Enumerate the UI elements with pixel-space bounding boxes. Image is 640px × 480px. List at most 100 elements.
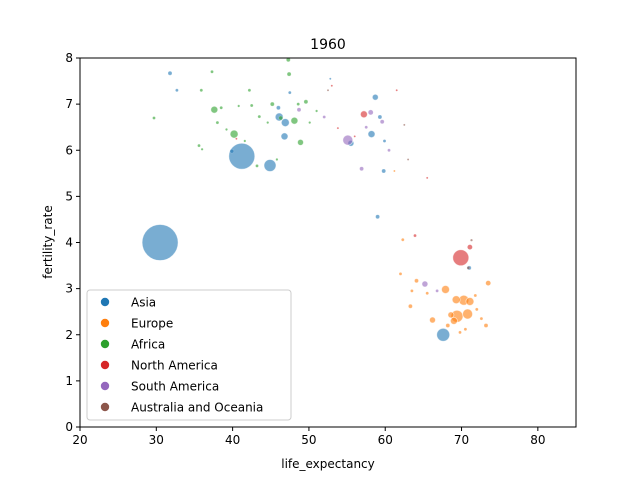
data-point [466, 266, 471, 270]
x-axis-label: life_expectancy [281, 457, 375, 471]
y-tick-label: 0 [65, 420, 73, 434]
data-point [403, 123, 406, 127]
data-point [449, 316, 458, 325]
legend-frame [86, 289, 292, 421]
data-point [276, 105, 281, 110]
series-europe [393, 169, 491, 335]
data-point [463, 327, 468, 331]
data-point [229, 129, 239, 139]
data-point [342, 134, 354, 146]
data-point [380, 119, 385, 124]
data-point [243, 139, 247, 143]
data-point [219, 106, 223, 110]
x-tick-label: 20 [72, 433, 87, 447]
data-point [447, 311, 455, 319]
data-point [290, 116, 299, 125]
legend-label: South America [131, 380, 219, 394]
y-axis-label: fertility_rate [41, 205, 55, 278]
series-africa [152, 58, 318, 168]
data-point [270, 101, 275, 107]
data-point [410, 289, 414, 293]
x-tick-label: 70 [454, 433, 469, 447]
data-point [263, 159, 277, 172]
x-tick-label: 80 [530, 433, 545, 447]
data-point [473, 293, 477, 298]
x-tick-labels: 20 30 40 50 60 70 80 [72, 427, 545, 447]
data-point [280, 132, 289, 141]
data-point [286, 58, 291, 62]
data-point [414, 278, 419, 283]
data-point [237, 104, 241, 108]
data-point [435, 289, 439, 293]
data-point [322, 115, 326, 119]
x-tick-label: 30 [149, 433, 164, 447]
y-tick-label: 1 [65, 374, 73, 388]
data-point [266, 121, 270, 124]
data-point [413, 233, 417, 238]
data-point [235, 137, 238, 140]
data-point [215, 120, 220, 125]
data-point [367, 130, 376, 139]
data-point [286, 71, 292, 77]
data-point [353, 135, 356, 138]
data-point [465, 297, 475, 306]
data-point [141, 224, 179, 261]
legend-label: North America [131, 359, 218, 373]
legend-marker [100, 297, 110, 307]
data-point [297, 138, 304, 146]
data-point [458, 330, 462, 335]
data-point [368, 109, 374, 116]
series-south-america [296, 107, 439, 293]
y-tick-label: 6 [65, 143, 73, 157]
y-tick-label: 5 [65, 189, 73, 203]
data-point [483, 323, 489, 328]
y-tick-label: 7 [65, 97, 73, 111]
legend-label: Europe [131, 317, 173, 331]
data-point [371, 93, 379, 101]
legend-marker [100, 339, 110, 349]
data-point [393, 169, 396, 173]
data-point [229, 149, 235, 154]
legend-marker [100, 360, 110, 370]
data-point [382, 139, 387, 143]
data-point [336, 126, 340, 130]
data-point [475, 307, 479, 312]
plot-area [141, 58, 491, 342]
series-australia-and-oceania [326, 89, 473, 270]
data-point [315, 109, 318, 113]
data-point [199, 88, 203, 92]
data-point [197, 143, 201, 148]
data-point [326, 89, 330, 92]
data-point [210, 105, 219, 114]
data-point [247, 88, 252, 92]
data-point [210, 70, 214, 74]
data-point [152, 116, 156, 120]
data-point [228, 142, 256, 170]
data-point [421, 280, 429, 288]
data-point [359, 110, 368, 119]
data-point [398, 272, 403, 276]
data-point [467, 244, 473, 250]
y-tick-labels: 0 1 2 3 4 5 6 7 8 [65, 51, 80, 434]
data-point [225, 128, 228, 131]
plot-frame [79, 57, 577, 428]
legend-marker [100, 381, 110, 391]
data-point [308, 121, 312, 124]
legend-label: Africa [131, 338, 165, 352]
data-point [303, 99, 309, 104]
data-point [429, 316, 436, 324]
data-point [452, 249, 470, 267]
data-point [330, 84, 333, 87]
data-point [436, 327, 451, 342]
data-point [470, 238, 473, 242]
data-point [401, 238, 405, 242]
legend-label: Australia and Oceania [131, 401, 263, 415]
series-asia [141, 71, 472, 342]
x-tick-label: 60 [378, 433, 393, 447]
data-point [257, 114, 261, 119]
data-point [250, 103, 254, 108]
x-tick-label: 50 [301, 433, 316, 447]
data-point [485, 280, 491, 286]
data-point [408, 304, 413, 309]
